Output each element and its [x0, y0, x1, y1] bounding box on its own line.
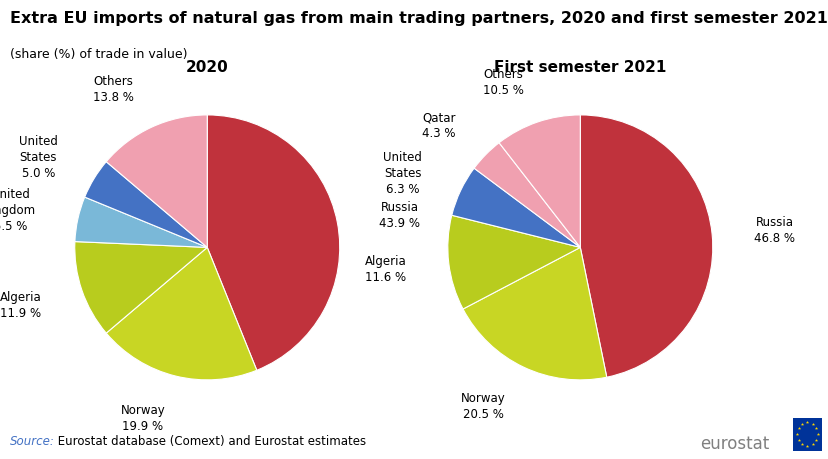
Wedge shape [106, 116, 207, 248]
Wedge shape [84, 162, 207, 248]
Text: Norway
20.5 %: Norway 20.5 % [460, 391, 505, 420]
Text: Eurostat database (Comext) and Eurostat estimates: Eurostat database (Comext) and Eurostat … [54, 434, 366, 447]
Text: eurostat: eurostat [700, 434, 769, 452]
Text: United
States
6.3 %: United States 6.3 % [383, 151, 421, 196]
Wedge shape [580, 116, 712, 377]
Wedge shape [451, 169, 580, 248]
Wedge shape [106, 248, 257, 380]
Text: United
States
5.0 %: United States 5.0 % [19, 134, 58, 179]
Wedge shape [474, 143, 580, 248]
Text: Others
13.8 %: Others 13.8 % [93, 75, 133, 104]
Wedge shape [207, 116, 339, 370]
Wedge shape [75, 242, 207, 333]
Wedge shape [447, 216, 580, 309]
Title: 2020: 2020 [185, 60, 229, 74]
Text: Norway
19.9 %: Norway 19.9 % [120, 403, 165, 432]
Text: Algeria
11.6 %: Algeria 11.6 % [364, 254, 407, 283]
Text: Algeria
11.9 %: Algeria 11.9 % [0, 290, 41, 319]
Wedge shape [463, 248, 606, 380]
Text: Source:: Source: [10, 434, 55, 447]
Text: Qatar
4.3 %: Qatar 4.3 % [421, 111, 455, 140]
Text: United
Kingdom
5.5 %: United Kingdom 5.5 % [0, 188, 36, 233]
Title: First semester 2021: First semester 2021 [493, 60, 666, 74]
Text: Russia
46.8 %: Russia 46.8 % [753, 216, 794, 245]
Wedge shape [498, 116, 580, 248]
Text: (share (%) of trade in value): (share (%) of trade in value) [10, 48, 187, 61]
Text: Russia
43.9 %: Russia 43.9 % [378, 200, 420, 229]
Text: Others
10.5 %: Others 10.5 % [482, 68, 523, 97]
Text: Extra EU imports of natural gas from main trading partners, 2020 and first semes: Extra EU imports of natural gas from mai… [10, 11, 827, 27]
Wedge shape [75, 198, 207, 248]
